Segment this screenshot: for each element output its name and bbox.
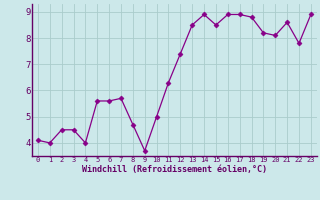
X-axis label: Windchill (Refroidissement éolien,°C): Windchill (Refroidissement éolien,°C) <box>82 165 267 174</box>
